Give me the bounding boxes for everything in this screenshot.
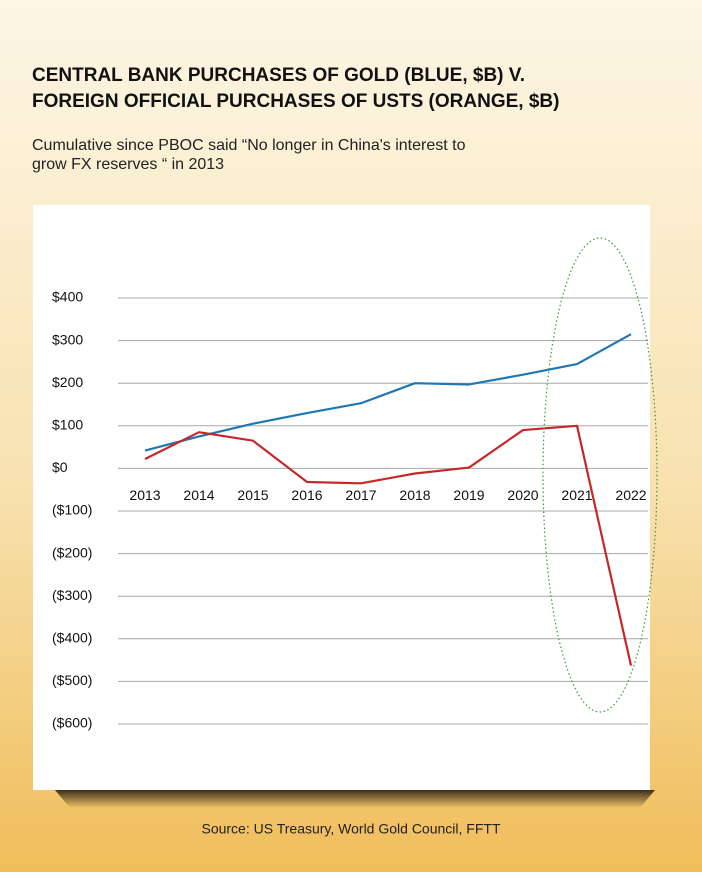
y-tick-label: ($200) xyxy=(52,544,92,560)
x-tick-label: 2014 xyxy=(183,487,214,503)
x-tick-label: 2013 xyxy=(129,487,160,503)
x-tick-label: 2022 xyxy=(615,487,646,503)
plot-panel xyxy=(33,205,650,790)
y-tick-label: $400 xyxy=(52,289,83,305)
y-tick-label: ($600) xyxy=(52,715,92,731)
y-tick-label: ($500) xyxy=(52,672,92,688)
y-tick-label: ($100) xyxy=(52,502,92,518)
y-tick-label: $300 xyxy=(52,331,83,347)
plot-area: $400 $300 $200 $100 $0 ($100) ($200) ($300) ($40… xyxy=(52,289,648,731)
x-tick-label: 2021 xyxy=(561,487,592,503)
y-tick-label: $0 xyxy=(52,459,68,475)
y-tick-label: ($400) xyxy=(52,630,92,646)
source: Source: US Treasury, World Gold Council,… xyxy=(201,821,500,837)
x-tick-label: 2018 xyxy=(399,487,430,503)
x-tick-label: 2017 xyxy=(345,487,376,503)
y-tick-label: ($300) xyxy=(52,587,92,603)
shadow xyxy=(55,790,655,808)
series-line xyxy=(144,333,632,452)
x-tick-label: 2019 xyxy=(453,487,484,503)
x-tick-label: 2020 xyxy=(507,487,538,503)
highlight-ellipse xyxy=(542,237,658,713)
x-tick-label: 2015 xyxy=(237,487,268,503)
y-tick-label: $100 xyxy=(52,417,83,433)
series-line xyxy=(144,424,633,666)
subtitle: Cumulative since PBOC said “No longer in… xyxy=(32,137,466,154)
chart-title: CENTRAL BANK PURCHASES OF GOLD (BLUE, $B… xyxy=(32,65,525,86)
y-tick-label: $200 xyxy=(52,374,83,390)
chart-title: FOREIGN OFFICIAL PURCHASES OF USTS (ORAN… xyxy=(32,91,559,112)
subtitle: grow FX reserves “ in 2013 xyxy=(32,156,224,173)
x-tick-label: 2016 xyxy=(291,487,322,503)
